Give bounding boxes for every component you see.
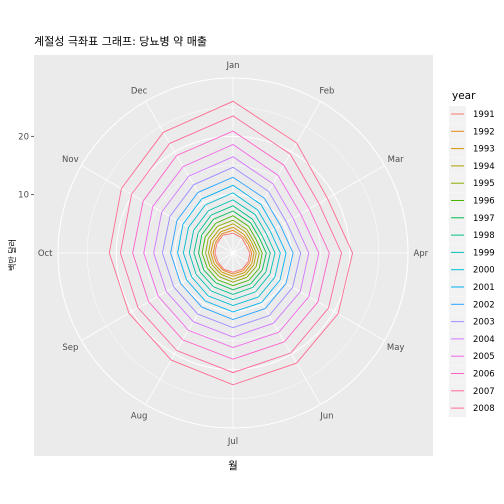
grid-spoke: [81, 165, 234, 254]
y-axis-ticks: 10 20: [18, 132, 34, 201]
series-line-2003: [161, 166, 302, 329]
month-label: Aug: [131, 412, 148, 422]
series-line-2000: [182, 192, 281, 306]
series-line-1997: [198, 210, 267, 291]
series-line-1998: [193, 205, 271, 295]
series-line-2001: [177, 184, 287, 313]
grid-spoke: [145, 101, 234, 254]
legend-label: 1994: [473, 162, 495, 172]
series-line-1993: [210, 226, 255, 277]
legend-label: 1991: [473, 110, 495, 120]
legend-label: 2001: [473, 283, 495, 293]
month-label: Jul: [227, 437, 238, 447]
legend-label: 2002: [473, 300, 495, 310]
grid-spoke: [232, 252, 321, 405]
series-line-1991: [214, 232, 251, 273]
y-tick-label: 10: [18, 191, 29, 201]
series-line-1992: [212, 229, 253, 275]
series-line-1996: [201, 215, 263, 287]
legend-label: 1998: [473, 231, 495, 241]
series-line-1999: [188, 199, 276, 301]
legend: 1991 1992 1993 1994 1995 1996 1997 1998 1999 2000…: [449, 106, 495, 418]
series-line-2004: [153, 156, 310, 338]
chart-title: 계절성 극좌표 그래프: 당뇨병 약 매출: [34, 34, 207, 48]
series-line-1994: [208, 223, 257, 280]
legend-label: 1999: [473, 248, 495, 258]
legend-label: 2000: [473, 266, 495, 276]
series-line-1995: [205, 219, 260, 283]
legend-label: 2003: [473, 318, 495, 328]
legend-label: 1995: [473, 179, 495, 189]
month-labels: Jan Feb Mar Apr May Jun Jul Aug Sep Oct Nov Dec: [38, 61, 429, 447]
month-label: May: [387, 343, 405, 353]
month-label: Oct: [38, 249, 53, 259]
legend-label: 1997: [473, 214, 495, 224]
month-label: Jan: [225, 61, 239, 71]
grid-spoke: [145, 252, 234, 405]
series-lines: [108, 100, 354, 386]
series-line-2002: [170, 176, 294, 320]
series-line-2006: [132, 130, 330, 360]
month-label: Jun: [319, 412, 333, 422]
legend-label: 2004: [473, 335, 495, 345]
plot-panel: [34, 55, 433, 456]
month-label: Nov: [62, 155, 79, 165]
grid-spoke: [232, 165, 385, 254]
month-label: Feb: [319, 86, 334, 96]
y-tick-label: 20: [18, 132, 29, 142]
legend-title: year: [452, 90, 476, 102]
month-label: Mar: [388, 155, 405, 165]
legend-label: 2006: [473, 370, 495, 380]
legend-label: 2005: [473, 352, 495, 362]
legend-label: 1993: [473, 145, 495, 155]
x-axis-title: 월: [228, 460, 238, 472]
grid-spoke: [232, 101, 321, 254]
month-label: Apr: [413, 249, 428, 259]
legend-label: 2008: [473, 404, 495, 414]
series-line-2008: [108, 100, 354, 386]
month-label: Sep: [62, 343, 78, 353]
grid-spoke: [81, 252, 234, 341]
legend-label: 1992: [473, 127, 495, 137]
legend-label: 1996: [473, 197, 495, 207]
legend-label: 2007: [473, 387, 495, 397]
month-label: Dec: [131, 86, 148, 96]
series-line-2007: [119, 115, 342, 374]
series-line-2005: [143, 143, 320, 348]
y-axis-title: 백만 달러: [7, 239, 17, 271]
